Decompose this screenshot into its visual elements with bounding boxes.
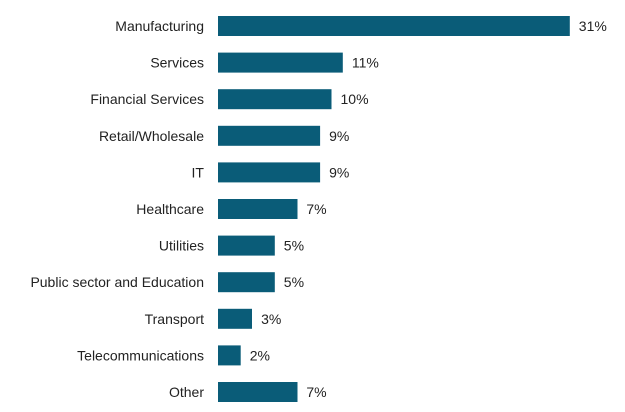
category-label-9: Telecommunications — [77, 347, 204, 363]
category-label-2: Financial Services — [90, 91, 204, 107]
bar-2 — [218, 89, 332, 110]
bar-7 — [218, 272, 275, 293]
category-label-7: Public sector and Education — [30, 274, 204, 290]
value-label-8: 3% — [261, 311, 281, 327]
bar-9 — [218, 345, 241, 366]
category-label-8: Transport — [145, 311, 205, 327]
value-label-0: 31% — [579, 18, 607, 34]
category-label-6: Utilities — [159, 238, 204, 254]
bar-8 — [218, 308, 252, 329]
bars-group — [218, 16, 570, 402]
value-label-9: 2% — [250, 347, 270, 363]
value-label-10: 7% — [306, 384, 326, 400]
value-label-4: 9% — [329, 164, 349, 180]
bar-4 — [218, 162, 321, 183]
value-label-1: 11% — [352, 55, 379, 71]
bar-10 — [218, 382, 298, 402]
value-label-3: 9% — [329, 128, 349, 144]
category-label-1: Services — [150, 55, 204, 71]
value-label-7: 5% — [284, 274, 304, 290]
category-label-3: Retail/Wholesale — [99, 128, 204, 144]
category-label-4: IT — [192, 164, 205, 180]
value-label-5: 7% — [306, 201, 326, 217]
bar-6 — [218, 235, 275, 256]
value-label-6: 5% — [284, 238, 304, 254]
value-labels-group: 31% 11% 10% 9% 9% 7% 5% 5% 3% 2% 7% — [250, 18, 607, 400]
bar-0 — [218, 16, 570, 36]
bar-5 — [218, 199, 298, 219]
category-label-0: Manufacturing — [115, 18, 204, 34]
category-label-10: Other — [169, 384, 204, 400]
category-labels-group: Manufacturing Services Financial Services R… — [30, 18, 204, 400]
bar-1 — [218, 52, 343, 73]
category-label-5: Healthcare — [136, 201, 204, 217]
value-label-2: 10% — [341, 91, 369, 107]
bar-3 — [218, 125, 321, 146]
